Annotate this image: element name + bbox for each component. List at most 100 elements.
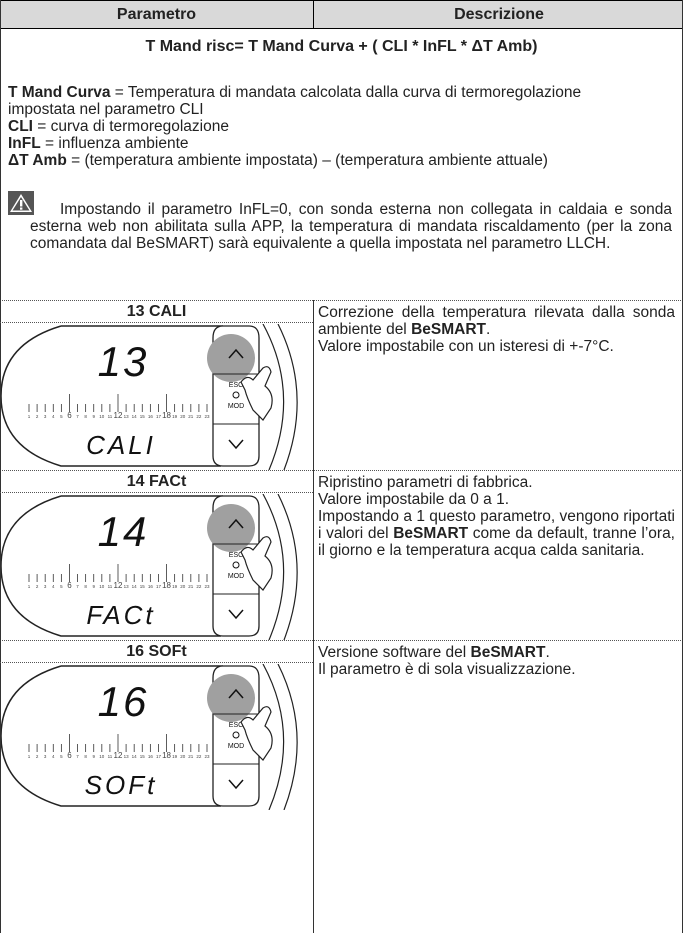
scale-label: 10 xyxy=(99,754,105,759)
definition-text: = influenza ambiente xyxy=(40,135,189,152)
scale-label: 22 xyxy=(196,754,202,759)
scale-label: 21 xyxy=(188,414,194,419)
description-text: come da default, tranne l’ora, il giorno… xyxy=(318,525,675,559)
scale-label: 2 xyxy=(36,584,39,589)
device-outline xyxy=(1,495,223,637)
definition-term: CLI xyxy=(8,118,33,135)
description-text: Correzione della temperatura rilevata da… xyxy=(318,304,675,338)
scale-label: 2 xyxy=(36,754,39,759)
parameter-title: 13 CALI xyxy=(126,303,187,320)
scale-label: 4 xyxy=(52,414,55,419)
scale-label: 22 xyxy=(196,584,202,589)
definition-text: = (temperatura ambiente impostata) – (te… xyxy=(66,152,548,169)
hand xyxy=(240,706,273,761)
scale-label: 8 xyxy=(84,754,87,759)
scale-label: 2 xyxy=(36,414,39,419)
description-text: BeSMART xyxy=(411,321,486,338)
description-text: Il parametro è di sola visualizzazione. xyxy=(318,661,576,678)
device-outline xyxy=(1,665,223,807)
device-outline xyxy=(1,325,223,467)
up-arrow xyxy=(228,518,244,529)
scale-label: 3 xyxy=(44,414,47,419)
display-value: 14 xyxy=(98,508,149,555)
description-text: BeSMART xyxy=(393,525,469,542)
description-text: BeSMART xyxy=(470,644,546,661)
scale-label: 1 xyxy=(28,754,31,759)
divider xyxy=(0,300,683,301)
divider xyxy=(0,470,683,471)
description-paragraph: Valore impostabile da 0 a 1. xyxy=(318,491,675,508)
scale-label: 5 xyxy=(60,754,63,759)
device-ring xyxy=(262,324,298,470)
header-description: Descrizione xyxy=(313,0,683,29)
definition-term: ΔT Amb xyxy=(8,152,67,169)
scale-label: 7 xyxy=(76,584,79,589)
definitions: T Mand Curva = Temperatura di mandata ca… xyxy=(8,84,648,169)
scale-label: 15 xyxy=(140,414,146,419)
scale-label: 4 xyxy=(52,584,55,589)
scale-label: 19 xyxy=(172,584,178,589)
parameter-title: 14 FACt xyxy=(126,473,187,490)
scale-label: 11 xyxy=(108,584,113,589)
scale-label: 12 xyxy=(114,581,123,590)
scale-label: 19 xyxy=(172,754,178,759)
scale-label: 15 xyxy=(140,584,146,589)
description-paragraph: Impostando a 1 questo parametro, vengono… xyxy=(318,508,675,559)
mode-label: MOD xyxy=(228,743,244,750)
definition-text: = Temperatura di mandata calcolata dalla… xyxy=(8,84,582,118)
scale-label: 5 xyxy=(60,584,63,589)
center-button xyxy=(232,391,240,399)
scale-label: 23 xyxy=(204,754,210,759)
scale-label: 10 xyxy=(99,414,105,419)
scale-label: 17 xyxy=(156,754,162,759)
divider xyxy=(0,640,683,641)
warning-icon xyxy=(8,191,34,215)
definition: ΔT Amb = (temperatura ambiente impostata… xyxy=(8,152,648,169)
press-highlight xyxy=(207,334,255,382)
description-text: Ripristino parametri di fabbrica. xyxy=(318,474,533,491)
thermostat-illustration: 141 2 3 4 5 6 7 8 9 10 11 12 13 14 15 16 17 18 19 20 21 22 23F… xyxy=(1,494,298,640)
description-text: Valore impostabile da 0 a 1. xyxy=(318,491,509,508)
scale-label: 13 xyxy=(124,754,130,759)
scale-label: 9 xyxy=(92,584,95,589)
description-text: . xyxy=(485,321,491,338)
scale-label: 23 xyxy=(204,584,210,589)
thermostat-illustration: 161 2 3 4 5 6 7 8 9 10 11 12 13 14 15 16 17 18 19 20 21 22 23S… xyxy=(1,664,298,810)
scale-label: 16 xyxy=(148,754,154,759)
hand xyxy=(240,366,273,421)
definition-text: = curva di termoregolazione xyxy=(32,118,229,135)
border xyxy=(0,0,1,933)
mode-label: MOD xyxy=(228,573,244,580)
display-label: SOFt xyxy=(85,770,158,800)
scale-label: 21 xyxy=(188,584,194,589)
scale-label: 1 xyxy=(28,414,31,419)
scale-label: 6 xyxy=(67,751,72,760)
description-text: Valore impostabile con un isteresi di +-… xyxy=(318,338,614,355)
scale-label: 18 xyxy=(162,751,171,760)
scale-label: 12 xyxy=(114,411,123,420)
column-divider xyxy=(313,300,314,933)
scale-label: 22 xyxy=(196,414,202,419)
esc-label: ESC xyxy=(229,722,243,729)
definition-term: InFL xyxy=(8,135,41,152)
scale-label: 16 xyxy=(148,584,154,589)
scale-label: 8 xyxy=(84,584,87,589)
scale-label: 3 xyxy=(44,584,47,589)
description-text: Versione software del xyxy=(318,644,471,661)
description-paragraph: Versione software del BeSMART. xyxy=(318,644,675,661)
scale-label: 9 xyxy=(92,754,95,759)
formula-title: T Mand risc= T Mand Curva + ( CLI * InFL… xyxy=(145,38,538,55)
description-paragraph: Ripristino parametri di fabbrica. xyxy=(318,474,675,491)
description: Ripristino parametri di fabbrica. Valore … xyxy=(318,474,675,559)
mode-label: MOD xyxy=(228,403,244,410)
up-arrow xyxy=(228,688,244,699)
scale-label: 16 xyxy=(148,414,154,419)
display-value: 13 xyxy=(98,338,149,385)
scale-label: 17 xyxy=(156,414,162,419)
definition: T Mand Curva = Temperatura di mandata ca… xyxy=(8,84,648,118)
warning-text: Impostando il parametro InFL=0, con sond… xyxy=(30,201,672,252)
scale-label: 17 xyxy=(156,584,162,589)
scale-label: 9 xyxy=(92,414,95,419)
description-text: Impostando a 1 questo parametro, vengono… xyxy=(318,508,675,542)
